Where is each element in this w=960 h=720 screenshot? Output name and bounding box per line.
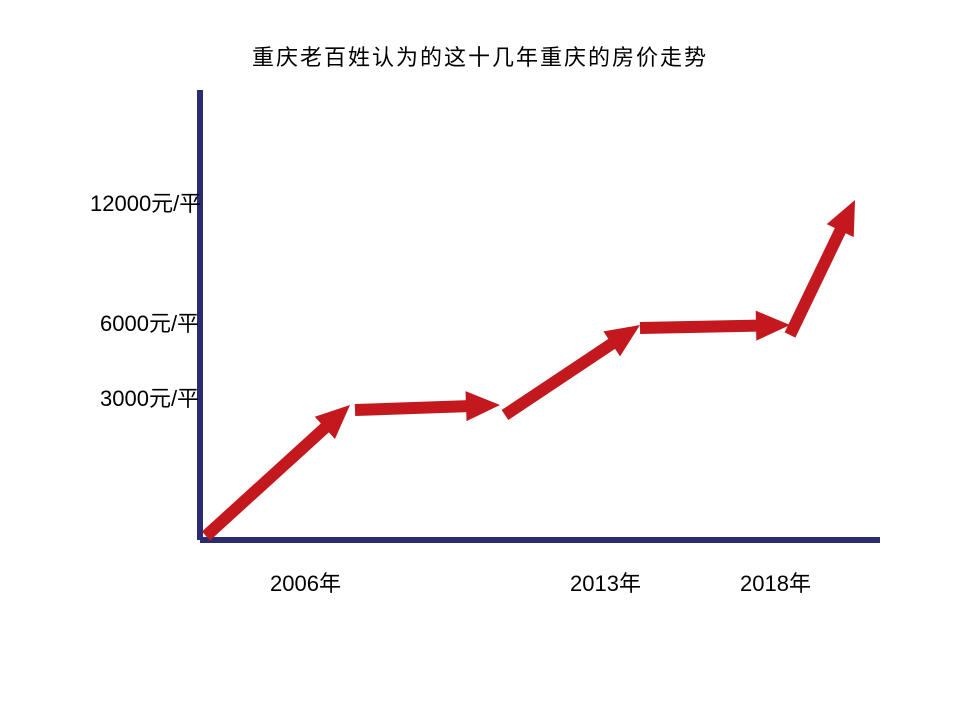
y-tick-label: 6000元/平	[100, 306, 199, 338]
x-tick-label: 2018年	[740, 566, 811, 598]
trend-segment	[505, 343, 613, 415]
x-tick-label: 2013年	[570, 566, 641, 598]
trend-segment	[790, 229, 841, 335]
y-tick-label: 3000元/平	[100, 381, 199, 413]
trend-segment	[206, 427, 326, 536]
chart-svg	[0, 0, 960, 720]
trend-segment	[640, 326, 758, 328]
y-tick-label: 12000元/平	[90, 186, 201, 218]
chart-stage: 重庆老百姓认为的这十几年重庆的房价走势 12000元/平6000元/平3000元…	[0, 0, 960, 720]
trend-arrowhead	[466, 391, 500, 421]
trend-arrowhead	[756, 311, 790, 341]
x-tick-label: 2006年	[270, 566, 341, 598]
trend-segment	[355, 406, 468, 410]
